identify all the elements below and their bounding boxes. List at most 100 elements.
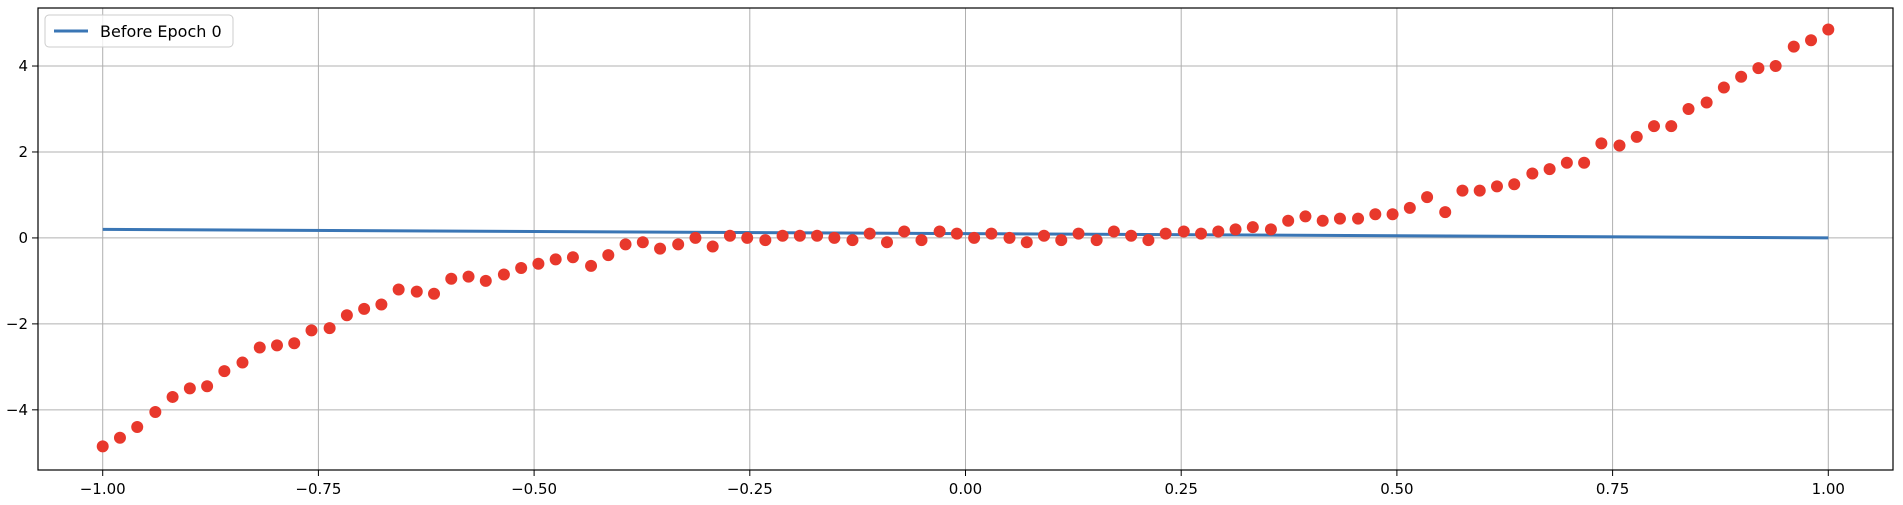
data-point — [880, 236, 893, 249]
data-point — [96, 440, 109, 453]
data-point — [1560, 156, 1573, 169]
data-point — [1369, 208, 1382, 221]
data-point — [497, 268, 510, 281]
data-point — [654, 242, 667, 255]
data-point — [515, 262, 528, 275]
data-point — [1055, 234, 1068, 247]
data-point — [863, 227, 876, 240]
data-point — [672, 238, 685, 251]
data-point — [1490, 180, 1503, 193]
data-point — [689, 231, 702, 244]
data-point — [1613, 139, 1626, 152]
legend-box — [44, 14, 234, 48]
data-point — [1195, 227, 1208, 240]
data-point — [549, 253, 562, 266]
data-point — [218, 365, 231, 378]
data-point — [1805, 34, 1818, 47]
data-point — [950, 227, 963, 240]
data-point — [462, 270, 475, 283]
data-point — [723, 229, 736, 242]
scatter-series — [96, 23, 1835, 453]
data-point — [1630, 130, 1643, 143]
data-point — [149, 405, 162, 418]
data-point — [985, 227, 998, 240]
data-point — [1316, 214, 1329, 227]
x-tick-label: −0.25 — [727, 480, 773, 498]
data-point — [201, 380, 214, 393]
data-point — [1648, 120, 1661, 133]
data-point — [1456, 184, 1469, 197]
data-point — [811, 229, 824, 242]
data-point — [445, 272, 458, 285]
data-point — [1769, 60, 1782, 73]
legend: Before Epoch 0 — [44, 14, 234, 48]
x-tick-label: 0.75 — [1596, 480, 1629, 498]
data-point — [1700, 96, 1713, 109]
x-tick-label: −1.00 — [80, 480, 126, 498]
data-point — [1403, 201, 1416, 214]
data-point — [1717, 81, 1730, 94]
data-point — [1246, 221, 1259, 234]
data-point — [898, 225, 911, 238]
x-tick-label: −0.75 — [295, 480, 341, 498]
data-point — [1822, 23, 1835, 36]
data-point — [1787, 40, 1800, 53]
data-point — [323, 322, 336, 335]
data-point — [1526, 167, 1539, 180]
data-point — [1142, 234, 1155, 247]
data-point — [741, 231, 754, 244]
data-point — [759, 234, 772, 247]
x-tick-label: 1.00 — [1812, 480, 1845, 498]
data-point — [1090, 234, 1103, 247]
data-point — [828, 231, 841, 244]
data-point — [1439, 206, 1452, 219]
data-point — [1543, 163, 1556, 176]
legend-label: Before Epoch 0 — [100, 22, 222, 41]
data-point — [1212, 225, 1225, 238]
x-tick-label: −0.50 — [511, 480, 557, 498]
data-point — [1508, 178, 1521, 191]
data-point — [1177, 225, 1190, 238]
data-point — [375, 298, 388, 311]
data-point — [1333, 212, 1346, 225]
data-point — [131, 421, 144, 434]
data-point — [636, 236, 649, 249]
data-point — [113, 431, 126, 444]
data-point — [602, 249, 615, 262]
y-tick-label: −2 — [6, 315, 28, 333]
y-tick-label: 0 — [18, 229, 28, 247]
data-point — [1159, 227, 1172, 240]
data-point — [358, 302, 371, 315]
data-point — [585, 259, 598, 272]
data-point — [340, 309, 353, 322]
data-point — [776, 229, 789, 242]
data-point — [915, 234, 928, 247]
data-point — [1299, 210, 1312, 223]
x-tick-label: 0.00 — [949, 480, 982, 498]
data-point — [183, 382, 196, 395]
grid — [38, 8, 1893, 470]
data-point — [846, 234, 859, 247]
data-point — [1735, 70, 1748, 83]
data-point — [1665, 120, 1678, 133]
x-axis: −1.00 −0.75 −0.50 −0.25 0.00 0.25 0.50 0.75 1.00 — [80, 470, 1845, 498]
data-point — [1473, 184, 1486, 197]
data-point — [428, 287, 441, 300]
data-point — [1003, 231, 1016, 244]
line-series — [102, 227, 1829, 240]
data-point — [1352, 212, 1365, 225]
data-point — [619, 238, 632, 251]
data-point — [1386, 208, 1399, 221]
y-tick-label: −4 — [6, 401, 28, 419]
data-point — [166, 390, 179, 403]
y-tick-label: 4 — [18, 57, 28, 75]
data-point — [1229, 223, 1242, 236]
x-tick-label: 0.50 — [1380, 480, 1413, 498]
data-point — [288, 337, 301, 350]
y-tick-label: 2 — [18, 143, 28, 161]
data-point — [392, 283, 405, 296]
data-point — [1072, 227, 1085, 240]
data-point — [1264, 223, 1277, 236]
data-point — [1595, 137, 1608, 150]
